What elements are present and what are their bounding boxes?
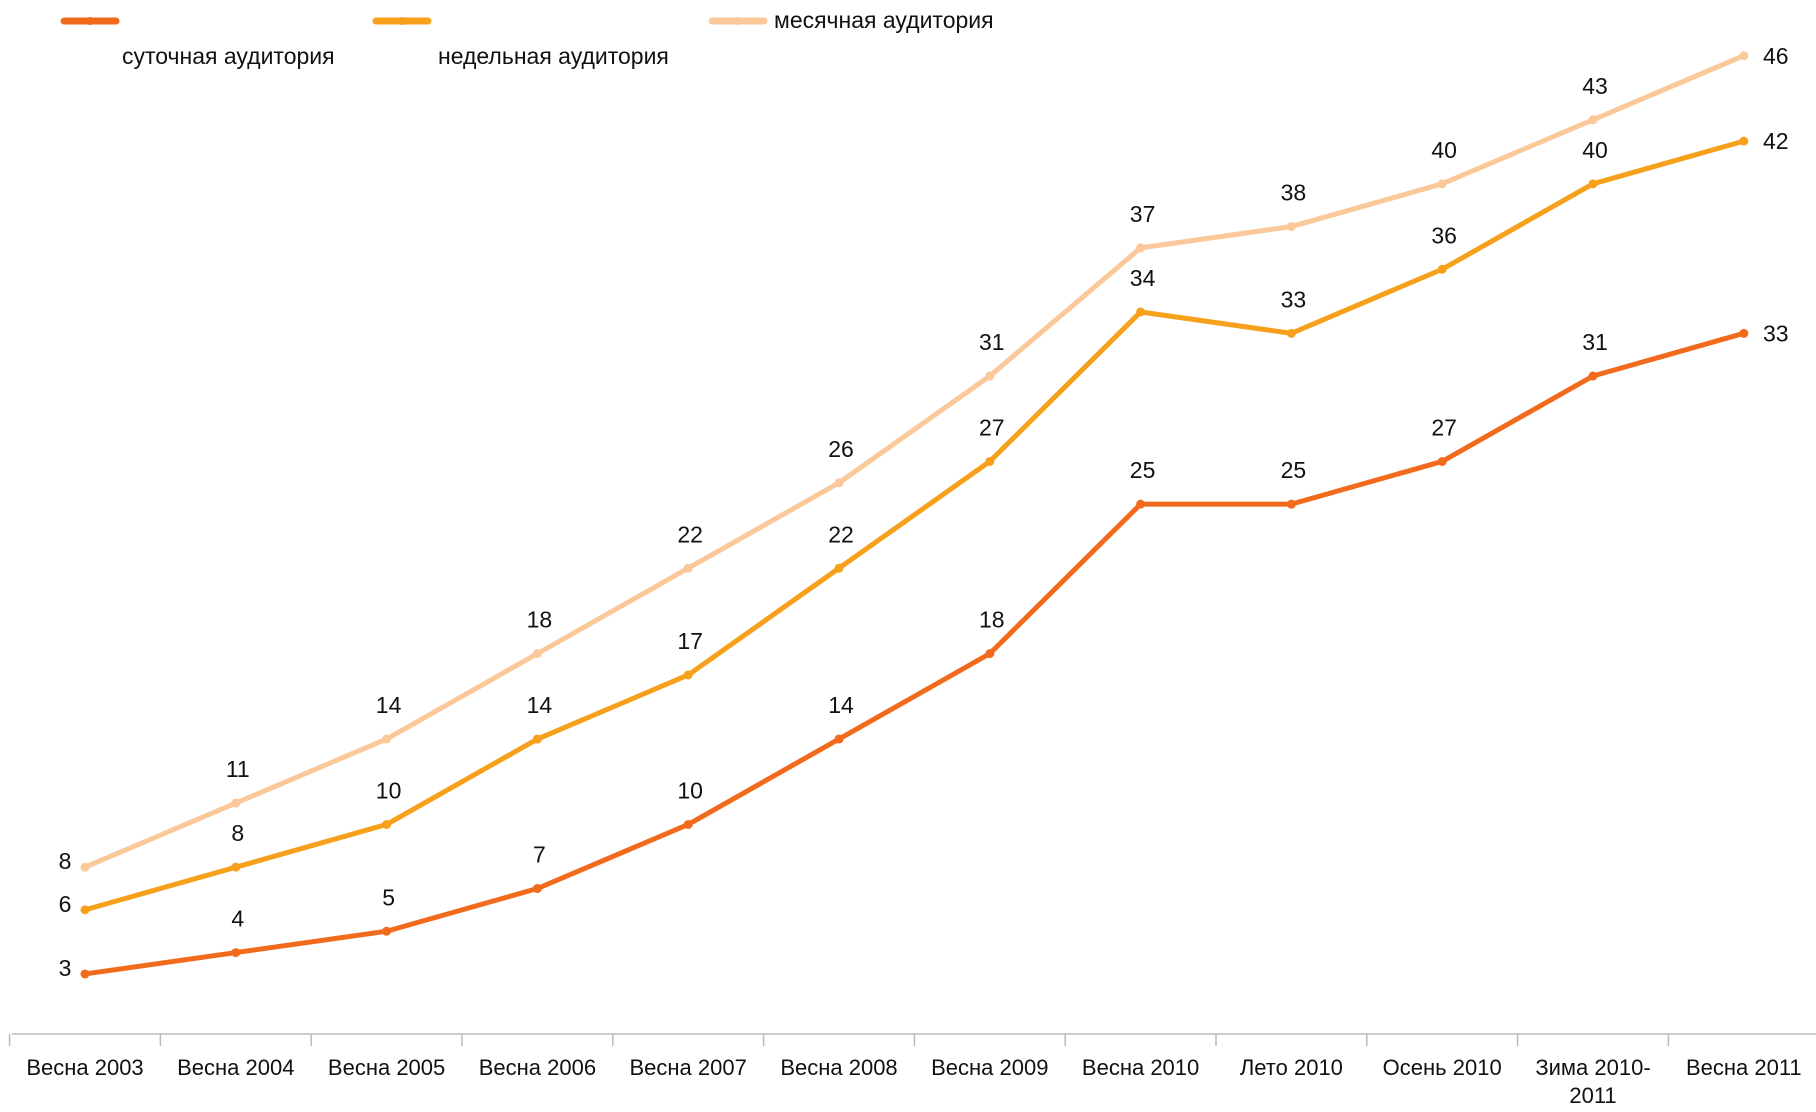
- data-label: 27: [1431, 415, 1457, 441]
- data-label: 33: [1763, 320, 1789, 346]
- data-label: 25: [1281, 457, 1307, 483]
- data-label: 5: [382, 884, 395, 910]
- data-point: [1136, 499, 1146, 509]
- data-label: 3: [59, 955, 72, 981]
- legend-label: недельная аудитория: [438, 43, 669, 69]
- data-point: [683, 563, 693, 573]
- x-tick-label: Весна 2003: [26, 1055, 144, 1080]
- data-point: [231, 862, 241, 872]
- data-point: [1588, 371, 1598, 381]
- legend-label: суточная аудитория: [122, 43, 335, 69]
- data-label: 8: [231, 820, 244, 846]
- data-point: [532, 884, 542, 894]
- data-point: [985, 456, 995, 466]
- data-point: [1286, 328, 1296, 338]
- x-tick-label: Весна 2004: [177, 1055, 295, 1080]
- data-label: 17: [677, 628, 703, 654]
- data-point: [1286, 499, 1296, 509]
- data-point: [532, 734, 542, 744]
- data-point: [1739, 136, 1749, 146]
- x-tick-label: Весна 2006: [478, 1055, 597, 1080]
- data-label: 46: [1763, 43, 1789, 69]
- data-label: 10: [376, 778, 402, 804]
- data-label: 11: [226, 756, 250, 782]
- data-label: 18: [979, 607, 1005, 633]
- data-label: 18: [527, 607, 553, 633]
- x-tick-label: Весна 2009: [931, 1055, 1049, 1080]
- data-point: [382, 819, 392, 829]
- data-point: [1437, 264, 1447, 274]
- x-tick-label: Весна 2011: [1685, 1055, 1802, 1080]
- data-label: 14: [828, 692, 854, 718]
- data-point: [231, 948, 241, 958]
- data-point: [80, 905, 90, 915]
- data-label: 26: [828, 436, 854, 462]
- series-line: [84, 330, 1745, 977]
- data-point: [1588, 179, 1598, 189]
- data-point: [834, 478, 844, 488]
- data-point: [1286, 222, 1296, 232]
- data-point: [231, 798, 241, 808]
- data-label: 36: [1431, 222, 1457, 248]
- data-point: [382, 734, 392, 744]
- data-label: 40: [1582, 137, 1608, 163]
- data-label: 42: [1763, 128, 1789, 154]
- data-point: [985, 371, 995, 381]
- series-line: [84, 53, 1745, 870]
- data-label: 22: [828, 521, 854, 547]
- data-point: [382, 926, 392, 936]
- data-label: 4: [231, 906, 244, 932]
- legend-label: месячная аудитория: [774, 7, 994, 33]
- x-tick-label: Весна 2005: [327, 1055, 446, 1080]
- data-label: 8: [59, 848, 72, 874]
- x-tick-label: Осень 2010: [1382, 1055, 1502, 1080]
- data-point: [1588, 115, 1598, 125]
- data-label: 6: [59, 891, 72, 917]
- data-label: 27: [979, 415, 1005, 441]
- x-tick-label: Весна 2007: [629, 1055, 747, 1080]
- data-point: [985, 649, 995, 659]
- data-label: 25: [1130, 457, 1156, 483]
- data-point: [1739, 328, 1749, 338]
- data-label: 7: [533, 842, 546, 868]
- data-label: 33: [1281, 286, 1307, 312]
- data-point: [80, 969, 90, 979]
- data-label: 22: [677, 521, 703, 547]
- data-label: 38: [1281, 180, 1307, 206]
- data-point: [683, 670, 693, 680]
- legend-marker: [734, 17, 742, 25]
- data-point: [1136, 307, 1146, 317]
- data-label: 34: [1130, 265, 1156, 291]
- data-point: [1437, 456, 1447, 466]
- data-label: 14: [527, 692, 553, 718]
- data-point: [532, 649, 542, 659]
- data-label: 37: [1130, 201, 1156, 227]
- data-point: [1136, 243, 1146, 253]
- data-label: 31: [979, 329, 1005, 355]
- data-point: [1739, 51, 1749, 61]
- legend-marker: [398, 17, 406, 25]
- data-label: 14: [376, 692, 402, 718]
- data-point: [683, 819, 693, 829]
- x-tick-label: Лето 2010: [1239, 1055, 1343, 1080]
- x-tick-label: Зима 2010-2011: [1535, 1055, 1651, 1108]
- data-label: 31: [1582, 329, 1608, 355]
- data-point: [834, 734, 844, 744]
- x-tick-label: Весна 2008: [780, 1055, 898, 1080]
- data-label: 10: [677, 778, 703, 804]
- x-tick-label: Весна 2010: [1081, 1055, 1200, 1080]
- data-point: [1437, 179, 1447, 189]
- series-line: [84, 138, 1745, 913]
- legend-marker: [86, 17, 94, 25]
- data-point: [80, 862, 90, 872]
- data-label: 43: [1582, 73, 1608, 99]
- data-point: [834, 563, 844, 573]
- data-label: 40: [1431, 137, 1457, 163]
